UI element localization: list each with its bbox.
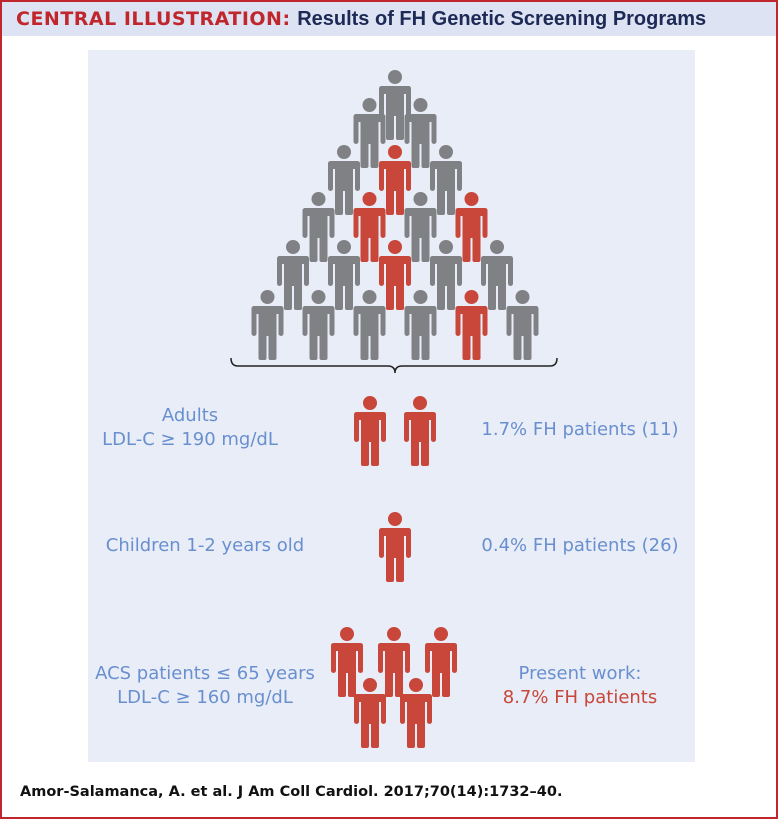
population-pyramid: [251, 70, 539, 360]
illustration-title: Results of FH Genetic Screening Programs: [297, 8, 707, 30]
child-fh-icon: [379, 512, 411, 582]
result-highlight: 8.7% FH patients: [502, 687, 658, 708]
label-line: ACS patients ≤ 65 years: [95, 663, 315, 684]
acs-result: Present work: 8.7% FH patients: [460, 662, 700, 710]
header-bar: CENTRAL ILLUSTRATION: Results of FH Gene…: [2, 2, 776, 36]
fh-person-icon: [379, 240, 411, 310]
person-icon: [251, 290, 284, 360]
adult-fh-icon: [354, 396, 386, 466]
person-icon: [430, 145, 462, 215]
person-icon: [302, 290, 335, 360]
fh-person-icon: [353, 192, 386, 262]
children-result: 0.4% FH patients (26): [481, 535, 679, 556]
label-line: LDL-C ≥ 190 mg/dL: [102, 429, 278, 450]
person-icon: [353, 290, 386, 360]
central-illustration-label: CENTRAL ILLUSTRATION:: [16, 8, 291, 30]
acs-label: ACS patients ≤ 65 years LDL-C ≥ 160 mg/d…: [60, 662, 350, 710]
adults-result: 1.7% FH patients (11): [481, 419, 679, 440]
citation: Amor-Salamanca, A. et al. J Am Coll Card…: [20, 784, 563, 800]
person-icon: [404, 192, 437, 262]
acs-patient-icon: [425, 627, 457, 697]
adults-label: Adults LDL-C ≥ 190 mg/dL: [60, 404, 320, 452]
acs-patient-icon: [378, 627, 410, 697]
fh-person-icon: [455, 290, 488, 360]
bracket: [230, 357, 558, 374]
adult-fh-icon: [404, 396, 436, 466]
person-icon: [404, 290, 437, 360]
label-line: LDL-C ≥ 160 mg/dL: [117, 687, 293, 708]
result-line: Present work:: [518, 663, 642, 684]
label-line: Adults: [161, 405, 219, 426]
acs-patient-icon: [400, 678, 432, 748]
person-icon: [430, 240, 462, 310]
person-icon: [328, 145, 360, 215]
person-icon: [328, 240, 360, 310]
acs-patient-icon: [354, 678, 386, 748]
person-icon: [302, 192, 335, 262]
children-label: Children 1-2 years old: [105, 535, 305, 556]
person-icon: [481, 240, 513, 310]
person-icon: [506, 290, 539, 360]
fh-person-icon: [379, 145, 411, 215]
person-icon: [277, 240, 309, 310]
fh-person-icon: [455, 192, 488, 262]
header-title: CENTRAL ILLUSTRATION: Results of FH Gene…: [16, 8, 706, 31]
